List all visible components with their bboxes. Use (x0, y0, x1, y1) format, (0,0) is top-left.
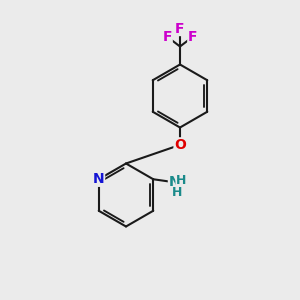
Text: F: F (188, 30, 197, 44)
Text: F: F (175, 22, 185, 35)
Text: F: F (163, 30, 172, 44)
Text: N: N (93, 172, 104, 186)
Text: N: N (169, 175, 180, 189)
Text: O: O (174, 138, 186, 152)
Text: H: H (172, 186, 182, 199)
Text: H: H (176, 174, 186, 187)
